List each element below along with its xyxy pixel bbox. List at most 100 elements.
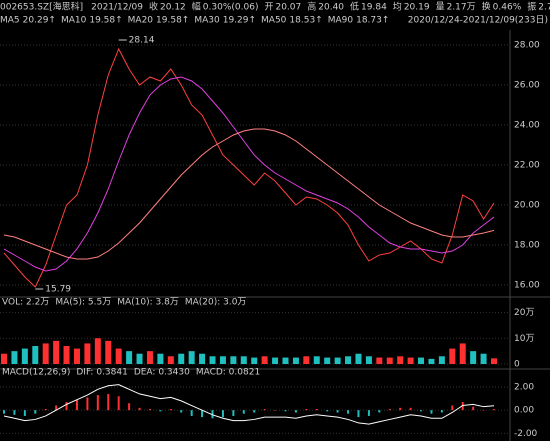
volume-bar bbox=[115, 348, 122, 364]
macd-bar bbox=[482, 410, 485, 411]
y-tick-label: 20万 bbox=[514, 308, 534, 318]
legend-entry: MA(10): 3.8万 bbox=[117, 298, 179, 308]
volume-bar bbox=[470, 351, 477, 364]
volume-bar bbox=[11, 351, 18, 364]
volume-bar bbox=[449, 348, 456, 364]
volume-bar bbox=[324, 357, 331, 364]
macd-bar bbox=[440, 410, 443, 413]
ma-value: 19.58↑ bbox=[156, 16, 189, 26]
macd-bar bbox=[169, 409, 172, 411]
annotation: 15.79 bbox=[45, 285, 71, 295]
quote-value: 19.84 bbox=[361, 3, 387, 13]
y-tick-label: 28.00 bbox=[514, 41, 540, 51]
macd-bar bbox=[86, 397, 89, 411]
volume-bar bbox=[365, 356, 372, 364]
ma-line bbox=[3, 76, 495, 272]
ma-label: MA5 bbox=[0, 16, 20, 26]
y-tick-label: 16.00 bbox=[514, 281, 540, 291]
macd-bar bbox=[211, 410, 214, 419]
macd-bar bbox=[399, 407, 402, 411]
quote-value: 20.12 bbox=[160, 3, 186, 13]
quote-value: 2.79% bbox=[538, 3, 550, 13]
macd-bar bbox=[159, 410, 162, 412]
macd-bar bbox=[232, 410, 235, 416]
quote-label: 开 bbox=[264, 2, 273, 13]
volume-bar bbox=[303, 356, 310, 364]
legend-entry: MACD: 0.0821 bbox=[196, 368, 260, 378]
macd-bar bbox=[430, 410, 433, 414]
volume-bar bbox=[292, 357, 299, 364]
y-tick-label: -2.00 bbox=[514, 429, 538, 439]
macd-bar bbox=[107, 393, 110, 411]
quote-value: 20.40 bbox=[318, 3, 344, 13]
volume-bar bbox=[105, 340, 112, 364]
volume-bar bbox=[282, 357, 289, 364]
volume-bar bbox=[438, 356, 445, 364]
macd-bar bbox=[3, 410, 5, 414]
volume-bar bbox=[188, 351, 195, 364]
macd-bar bbox=[336, 410, 339, 413]
ma-label: MA20 bbox=[128, 16, 154, 26]
macd-bar bbox=[190, 410, 193, 416]
quote-label: 振 bbox=[527, 1, 536, 13]
y-tick-label: 22.00 bbox=[514, 161, 540, 171]
volume-bar bbox=[199, 353, 206, 364]
ma-value: 20.29↑ bbox=[23, 16, 56, 26]
volume-bar bbox=[240, 356, 247, 364]
volume-bar bbox=[345, 356, 352, 364]
macd-bar bbox=[253, 410, 256, 413]
volume-bar bbox=[428, 358, 435, 364]
macd-bar bbox=[23, 410, 26, 416]
quote-value: 20.19 bbox=[404, 3, 430, 13]
volume-bar bbox=[272, 357, 279, 364]
ma-label: MA10 bbox=[61, 16, 87, 26]
volume-bar bbox=[230, 356, 237, 364]
quote-label: 低 bbox=[350, 1, 359, 13]
quote-label: 均 bbox=[393, 1, 402, 13]
macd-bar bbox=[472, 406, 475, 411]
quote-label: 幅 bbox=[192, 1, 201, 13]
y-tick-label: 18.00 bbox=[514, 241, 540, 251]
y-tick-label: 0.00 bbox=[514, 406, 534, 416]
volume-bar bbox=[261, 356, 268, 364]
y-tick-label: 20.00 bbox=[514, 201, 540, 211]
volume-bar bbox=[21, 348, 28, 364]
volume-bar bbox=[209, 356, 216, 364]
ma-label: MA90 bbox=[328, 16, 354, 26]
volume-bar bbox=[146, 351, 153, 364]
macd-bar bbox=[274, 410, 277, 411]
quote-value: 0.46% bbox=[493, 3, 522, 13]
macd-bar bbox=[65, 402, 68, 411]
macd-bar bbox=[409, 407, 412, 411]
ma-line bbox=[3, 128, 495, 260]
y-tick-label: 0 bbox=[514, 360, 520, 370]
volume-bar bbox=[459, 343, 466, 364]
y-tick-label: 24.00 bbox=[514, 121, 540, 131]
volume-bar bbox=[219, 356, 226, 364]
macd-bar bbox=[493, 409, 495, 411]
macd-bar bbox=[326, 410, 329, 412]
volume-bar bbox=[73, 348, 80, 364]
macd-bar bbox=[221, 410, 224, 418]
volume-bar bbox=[1, 353, 7, 364]
volume-bar bbox=[480, 353, 487, 364]
volume-bar bbox=[42, 343, 49, 364]
quote-label: 高 bbox=[307, 1, 316, 13]
macd-bar bbox=[284, 410, 287, 412]
volume-bar bbox=[313, 356, 320, 364]
macd-bar bbox=[138, 407, 141, 411]
volume-bar bbox=[407, 357, 414, 364]
macd-bar bbox=[294, 410, 297, 413]
macd-bar bbox=[357, 410, 360, 418]
macd-bar bbox=[451, 405, 454, 411]
volume-bar bbox=[418, 357, 425, 364]
quote-value: 20.07 bbox=[275, 3, 301, 13]
volume-bar bbox=[355, 353, 362, 364]
macd-bar bbox=[55, 405, 58, 411]
macd-bar bbox=[263, 409, 266, 411]
volume-bar bbox=[491, 358, 497, 364]
volume-bar bbox=[53, 340, 60, 364]
annotation: 28.14 bbox=[129, 36, 155, 46]
quote-label: 换 bbox=[482, 1, 491, 13]
legend-entry: MA(5): 5.5万 bbox=[55, 298, 111, 308]
